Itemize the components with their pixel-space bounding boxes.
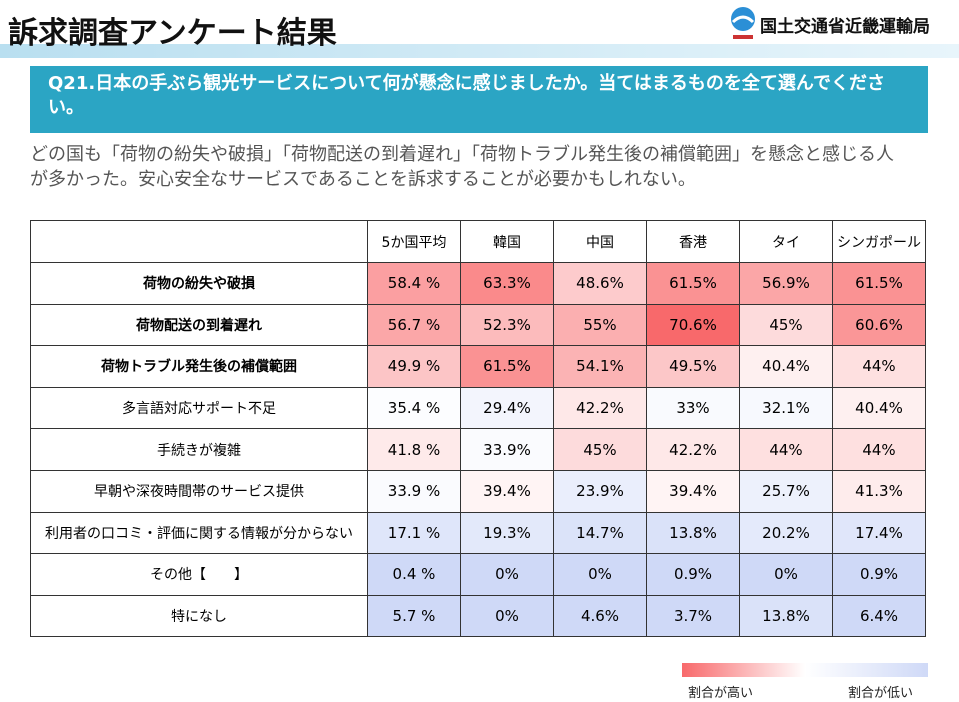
- value-cell: 70.6%: [646, 303, 740, 347]
- title-band: [0, 44, 959, 58]
- organization: 国土交通省近畿運輸局: [760, 17, 930, 37]
- value-cell: 19.3%: [460, 511, 554, 555]
- legend-gradient: [682, 663, 928, 677]
- value-cell: 55%: [553, 303, 647, 347]
- value-cell: 42.2%: [646, 428, 740, 471]
- value-cell: 0%: [460, 594, 554, 638]
- table-row: 早朝や深夜時間帯のサービス提供 33.9 % 39.4% 23.9% 39.4% 25.7…: [30, 469, 926, 513]
- table-row: 特になし 5.7 % 0% 4.6% 3.7% 13.8% 6.4%: [30, 594, 926, 638]
- row-label: 特になし: [30, 594, 368, 638]
- value-cell: 6.4%: [832, 594, 926, 638]
- value-cell: 52.3%: [460, 303, 554, 347]
- value-cell: 60.6%: [832, 303, 926, 347]
- value-cell: 48.6%: [553, 262, 647, 305]
- row-label: 荷物の紛失や破損: [30, 262, 368, 305]
- table-row: 荷物の紛失や破損 58.4 % 63.3% 48.6% 61.5% 56.9% 61.5%: [30, 262, 926, 305]
- table-row: 手続きが複雑 41.8 % 33.9% 45% 42.2% 44% 44%: [30, 428, 926, 471]
- column-header: 中国: [553, 220, 647, 263]
- column-header: 香港: [646, 220, 740, 263]
- value-cell: 44%: [832, 345, 926, 388]
- value-cell: 40.4%: [739, 345, 833, 388]
- value-cell: 20.2%: [739, 511, 833, 555]
- value-cell: 5.7 %: [367, 594, 461, 638]
- title: 訴求調査アンケート結果: [8, 16, 337, 51]
- value-cell: 56.7 %: [367, 303, 461, 347]
- value-cell: 0.4 %: [367, 553, 461, 596]
- header-row: 5か国平均 韓国 中国 香港 タイ シンガポール: [30, 220, 926, 263]
- column-header: 韓国: [460, 220, 554, 263]
- value-cell: 41.3%: [832, 469, 926, 513]
- legend-high: 割合が高い: [688, 686, 754, 701]
- value-cell: 45%: [739, 303, 833, 347]
- column-header: シンガポール: [832, 220, 926, 263]
- value-cell: 41.8 %: [367, 428, 461, 471]
- value-cell: 49.9 %: [367, 345, 461, 388]
- question: Q21.日本の手ぶら観光サービスについて何が懸念に感じましたか。当てはまるものを…: [30, 66, 928, 133]
- value-cell: 13.8%: [739, 594, 833, 638]
- value-cell: 63.3%: [460, 262, 554, 305]
- value-cell: 13.8%: [646, 511, 740, 555]
- value-cell: 0%: [460, 553, 554, 596]
- value-cell: 32.1%: [739, 386, 833, 430]
- heatmap-table: 5か国平均 韓国 中国 香港 タイ シンガポール 荷物の紛失や破損 58.4 % 63.3% 48…: [30, 220, 926, 638]
- value-cell: 14.7%: [553, 511, 647, 555]
- row-label: その他【 】: [30, 553, 368, 596]
- table-row: その他【 】 0.4 % 0% 0% 0.9% 0% 0.9%: [30, 553, 926, 596]
- table-row: 利用者の口コミ・評価に関する情報が分からない 17.1 % 19.3% 14.7% 13…: [30, 511, 926, 555]
- value-cell: 42.2%: [553, 386, 647, 430]
- row-label: 荷物トラブル発生後の補償範囲: [30, 345, 368, 388]
- value-cell: 4.6%: [553, 594, 647, 638]
- value-cell: 17.4%: [832, 511, 926, 555]
- value-cell: 61.5%: [832, 262, 926, 305]
- value-cell: 39.4%: [460, 469, 554, 513]
- column-header: タイ: [739, 220, 833, 263]
- row-label: 早朝や深夜時間帯のサービス提供: [30, 469, 368, 513]
- summary: どの国も「荷物の紛失や破損」「荷物配送の到着遅れ」「荷物トラブル発生後の補償範囲…: [30, 144, 894, 190]
- value-cell: 3.7%: [646, 594, 740, 638]
- value-cell: 45%: [553, 428, 647, 471]
- value-cell: 35.4 %: [367, 386, 461, 430]
- logo: [731, 7, 755, 39]
- value-cell: 54.1%: [553, 345, 647, 388]
- value-cell: 17.1 %: [367, 511, 461, 555]
- row-label: 多言語対応サポート不足: [30, 386, 368, 430]
- value-cell: 25.7%: [739, 469, 833, 513]
- legend-low: 割合が低い: [848, 686, 914, 701]
- value-cell: 0.9%: [646, 553, 740, 596]
- value-cell: 33%: [646, 386, 740, 430]
- value-cell: 0%: [739, 553, 833, 596]
- row-label: 利用者の口コミ・評価に関する情報が分からない: [30, 511, 368, 555]
- corner-cell: [30, 220, 368, 263]
- value-cell: 0%: [553, 553, 647, 596]
- table-row: 荷物配送の到着遅れ 56.7 % 52.3% 55% 70.6% 45% 60.6%: [30, 303, 926, 347]
- row-label: 荷物配送の到着遅れ: [30, 303, 368, 347]
- value-cell: 44%: [832, 428, 926, 471]
- value-cell: 39.4%: [646, 469, 740, 513]
- value-cell: 33.9%: [460, 428, 554, 471]
- value-cell: 29.4%: [460, 386, 554, 430]
- value-cell: 61.5%: [460, 345, 554, 388]
- value-cell: 23.9%: [553, 469, 647, 513]
- column-header: 5か国平均: [367, 220, 461, 263]
- value-cell: 33.9 %: [367, 469, 461, 513]
- row-label: 手続きが複雑: [30, 428, 368, 471]
- value-cell: 44%: [739, 428, 833, 471]
- value-cell: 49.5%: [646, 345, 740, 388]
- table-row: 荷物トラブル発生後の補償範囲 49.9 % 61.5% 54.1% 49.5% 40.4%…: [30, 345, 926, 388]
- value-cell: 56.9%: [739, 262, 833, 305]
- value-cell: 58.4 %: [367, 262, 461, 305]
- value-cell: 61.5%: [646, 262, 740, 305]
- value-cell: 0.9%: [832, 553, 926, 596]
- value-cell: 40.4%: [832, 386, 926, 430]
- table-row: 多言語対応サポート不足 35.4 % 29.4% 42.2% 33% 32.1% 40.4%: [30, 386, 926, 430]
